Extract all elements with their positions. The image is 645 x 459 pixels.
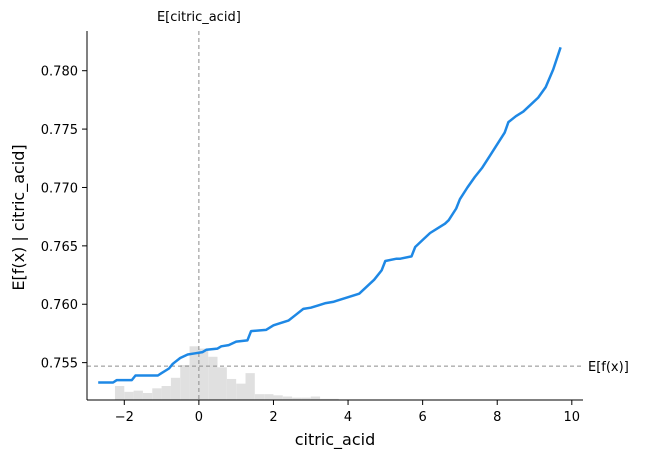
x-tick-label: 10 — [564, 410, 581, 425]
feature-histogram — [114, 346, 339, 400]
histogram-bar — [114, 385, 125, 400]
histogram-bar — [310, 396, 321, 400]
histogram-bar — [329, 398, 339, 400]
series-layer — [98, 46, 562, 384]
y-tick-label: 0.765 — [41, 240, 78, 255]
expected-output-label: E[f(x)] — [588, 360, 629, 375]
histogram-bar — [124, 391, 134, 400]
reference-lines: E[citric_acid] E[f(x)] — [87, 10, 629, 400]
histogram-bar — [320, 398, 330, 400]
x-tick-label: 6 — [418, 410, 426, 425]
x-tick-label: 0 — [195, 410, 203, 425]
y-tick-label: 0.755 — [41, 357, 78, 372]
histogram-bar — [133, 390, 143, 400]
histogram-bar — [198, 348, 209, 400]
histogram-bar — [245, 373, 255, 400]
histogram-bar — [142, 392, 153, 400]
histogram-bar — [282, 396, 293, 400]
x-tick-label: 8 — [493, 410, 501, 425]
y-tick-label: 0.775 — [41, 123, 78, 138]
x-tick-label: −2 — [115, 410, 134, 425]
x-axis-ticks: −2 0 2 4 6 8 10 — [115, 400, 580, 425]
y-tick-label: 0.760 — [41, 298, 78, 313]
histogram-bar — [189, 346, 199, 400]
histogram-bar — [208, 356, 218, 400]
histogram-bar — [217, 367, 227, 400]
histogram-bar — [180, 364, 190, 400]
histogram-bar — [301, 397, 311, 400]
y-axis-ticks: 0.755 0.760 0.765 0.770 0.775 0.780 — [41, 65, 87, 372]
expected-feature-label: E[citric_acid] — [157, 10, 241, 25]
x-tick-label: 4 — [344, 410, 352, 425]
histogram-bar — [152, 388, 162, 400]
histogram-bar — [292, 397, 302, 400]
x-tick-label: 2 — [269, 410, 277, 425]
x-axis-title: citric_acid — [295, 430, 376, 450]
y-tick-label: 0.780 — [41, 65, 78, 80]
histogram-bar — [273, 395, 283, 400]
dependence-line — [98, 46, 562, 384]
histogram-bar — [264, 394, 274, 400]
y-tick-label: 0.770 — [41, 181, 78, 196]
histogram-bar — [236, 383, 246, 400]
histogram-bar — [254, 394, 265, 400]
histogram-bar — [226, 378, 237, 400]
y-axis-title: E[f(x) | citric_acid] — [9, 144, 29, 290]
axes: −2 0 2 4 6 8 10 0.755 0.760 0.765 0.770 0.775 0.780… — [9, 31, 583, 450]
histogram-bar — [161, 385, 171, 400]
histogram-bar — [170, 377, 181, 400]
